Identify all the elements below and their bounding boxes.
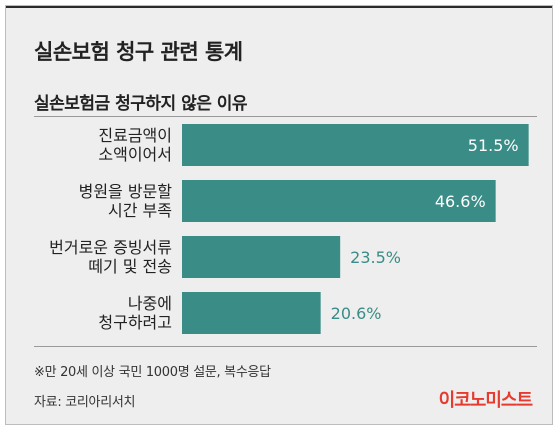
bar xyxy=(182,124,529,166)
category-label-line: 청구하려고 xyxy=(98,313,172,332)
bar xyxy=(182,236,341,278)
category-label: 나중에 청구하려고 xyxy=(98,294,172,332)
top-border xyxy=(6,6,552,8)
value-label: 46.6% xyxy=(435,192,486,211)
chart-title: 실손보험금 청구하지 않은 이유 xyxy=(34,94,248,114)
value-label: 20.6% xyxy=(331,304,382,323)
bar xyxy=(182,180,496,222)
bar xyxy=(182,292,321,334)
source-text: 자료: 코리아리서치 xyxy=(34,395,136,410)
category-label: 병원을 방문할 시간 부족 xyxy=(79,182,173,220)
brand-logo: 이코노미스트 xyxy=(438,390,533,411)
category-label-line: 진료금액이 xyxy=(98,126,172,145)
category-label-line: 나중에 xyxy=(128,294,172,313)
category-label-line: 번거로운 증빙서류 xyxy=(49,238,172,257)
category-label-line: 시간 부족 xyxy=(108,201,172,220)
divider-bottom xyxy=(34,346,537,347)
category-label: 진료금액이 소액이어서 xyxy=(98,126,172,164)
page-title: 실손보험 청구 관련 통계 xyxy=(34,40,243,64)
infographic-frame: 실손보험 청구 관련 통계 실손보험금 청구하지 않은 이유 진료금액이 소액이어… xyxy=(5,5,553,425)
category-label-line: 떼기 및 전송 xyxy=(88,257,172,276)
bar-chart: 진료금액이 소액이어서 51.5% 병원을 방문할 시간 부족 46.6% 번거로운 증빙서… xyxy=(49,124,529,334)
category-label-line: 병원을 방문할 xyxy=(79,182,173,201)
category-label-line: 소액이어서 xyxy=(98,145,172,164)
category-label: 번거로운 증빙서류 떼기 및 전송 xyxy=(49,238,172,276)
survey-note: ※만 20세 이상 국민 1000명 설문, 복수응답 xyxy=(34,365,271,380)
value-label: 51.5% xyxy=(468,136,519,155)
divider-top xyxy=(34,116,537,117)
value-label: 23.5% xyxy=(350,248,401,267)
